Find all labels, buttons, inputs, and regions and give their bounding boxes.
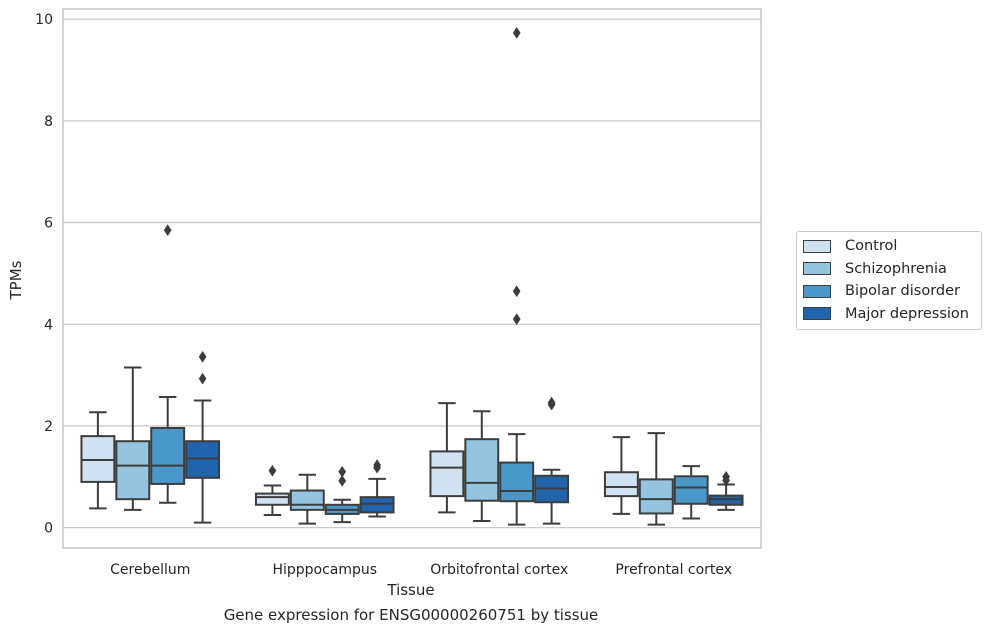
y-tick-label: 0 xyxy=(44,521,53,537)
legend-swatch xyxy=(803,239,831,253)
x-axis-label: Tissue xyxy=(386,581,434,599)
box-control xyxy=(429,402,465,514)
legend: Control Schizophrenia Bipolar disorder Majo… xyxy=(796,231,982,330)
chart-caption: Gene expression for ENSG00000260751 by t… xyxy=(223,606,599,624)
outlier-point xyxy=(373,459,381,472)
box-control xyxy=(603,436,639,515)
x-tick-label: Hipppocampus xyxy=(272,562,377,578)
outlier-point xyxy=(512,313,521,326)
outlier-point xyxy=(547,396,556,409)
y-axis-label: TPMs xyxy=(7,260,25,300)
box-iqr xyxy=(254,492,290,506)
y-tick-label: 10 xyxy=(35,12,53,28)
box-iqr xyxy=(638,478,674,515)
box-bipolar-disorder xyxy=(150,224,186,504)
legend-item: Control xyxy=(803,235,981,258)
plot-frame xyxy=(62,8,762,549)
box-schizophrenia xyxy=(464,410,500,523)
y-tick-label: 8 xyxy=(44,114,53,130)
box-iqr xyxy=(499,461,535,503)
box-major-depression xyxy=(185,350,221,524)
y-tick-label: 4 xyxy=(44,317,53,333)
outlier-point xyxy=(198,350,207,363)
x-tick-labels: Cerebellum Hipppocampus Orbitofrontal cort… xyxy=(110,562,732,578)
x-tick-label: Cerebellum xyxy=(110,562,190,578)
y-tick-label: 2 xyxy=(44,419,53,435)
box-schizophrenia xyxy=(289,473,325,525)
legend-label: Control xyxy=(845,238,898,255)
outlier-point xyxy=(268,464,277,477)
legend-label: Bipolar disorder xyxy=(845,283,960,300)
legend-item: Schizophrenia xyxy=(803,258,981,281)
box-schizophrenia xyxy=(638,432,674,526)
box-major-depression xyxy=(534,396,570,525)
box-iqr xyxy=(429,450,465,498)
box-iqr xyxy=(359,496,395,514)
x-tick-label: Prefrontal cortex xyxy=(615,562,732,578)
box-control xyxy=(80,411,116,510)
legend-label: Schizophrenia xyxy=(845,260,947,277)
box-iqr xyxy=(150,426,186,485)
x-tick-label: Orbitofrontal cortex xyxy=(430,562,568,578)
outlier-point xyxy=(163,224,172,237)
outlier-point xyxy=(338,465,347,478)
outlier-point xyxy=(198,372,207,385)
y-tick-label: 6 xyxy=(44,216,53,232)
box-schizophrenia xyxy=(115,366,151,511)
box-bipolar-disorder xyxy=(324,465,360,524)
outlier-point xyxy=(338,474,347,487)
legend-item: Bipolar disorder xyxy=(803,280,981,303)
box-major-depression xyxy=(708,470,744,511)
box-iqr xyxy=(289,489,325,511)
y-tick-labels: 0 2 4 6 8 10 xyxy=(35,12,53,536)
box-major-depression xyxy=(359,459,395,518)
box-groups xyxy=(80,26,744,526)
box-iqr xyxy=(115,440,151,501)
box-control xyxy=(254,464,290,516)
legend-swatch xyxy=(803,262,831,276)
box-iqr xyxy=(673,475,709,505)
legend-item: Major depression xyxy=(803,303,981,326)
box-iqr xyxy=(603,471,639,498)
box-iqr xyxy=(185,440,221,479)
box-iqr xyxy=(464,438,500,502)
outlier-point xyxy=(722,470,730,483)
box-iqr xyxy=(708,494,744,506)
legend-swatch xyxy=(803,284,831,298)
gridlines xyxy=(63,18,761,529)
outlier-point xyxy=(512,26,521,39)
box-iqr xyxy=(80,435,116,483)
box-bipolar-disorder xyxy=(673,465,709,520)
box-bipolar-disorder xyxy=(499,26,535,526)
legend-swatch xyxy=(803,307,831,321)
outlier-point xyxy=(512,285,521,298)
legend-label: Major depression xyxy=(845,305,969,322)
